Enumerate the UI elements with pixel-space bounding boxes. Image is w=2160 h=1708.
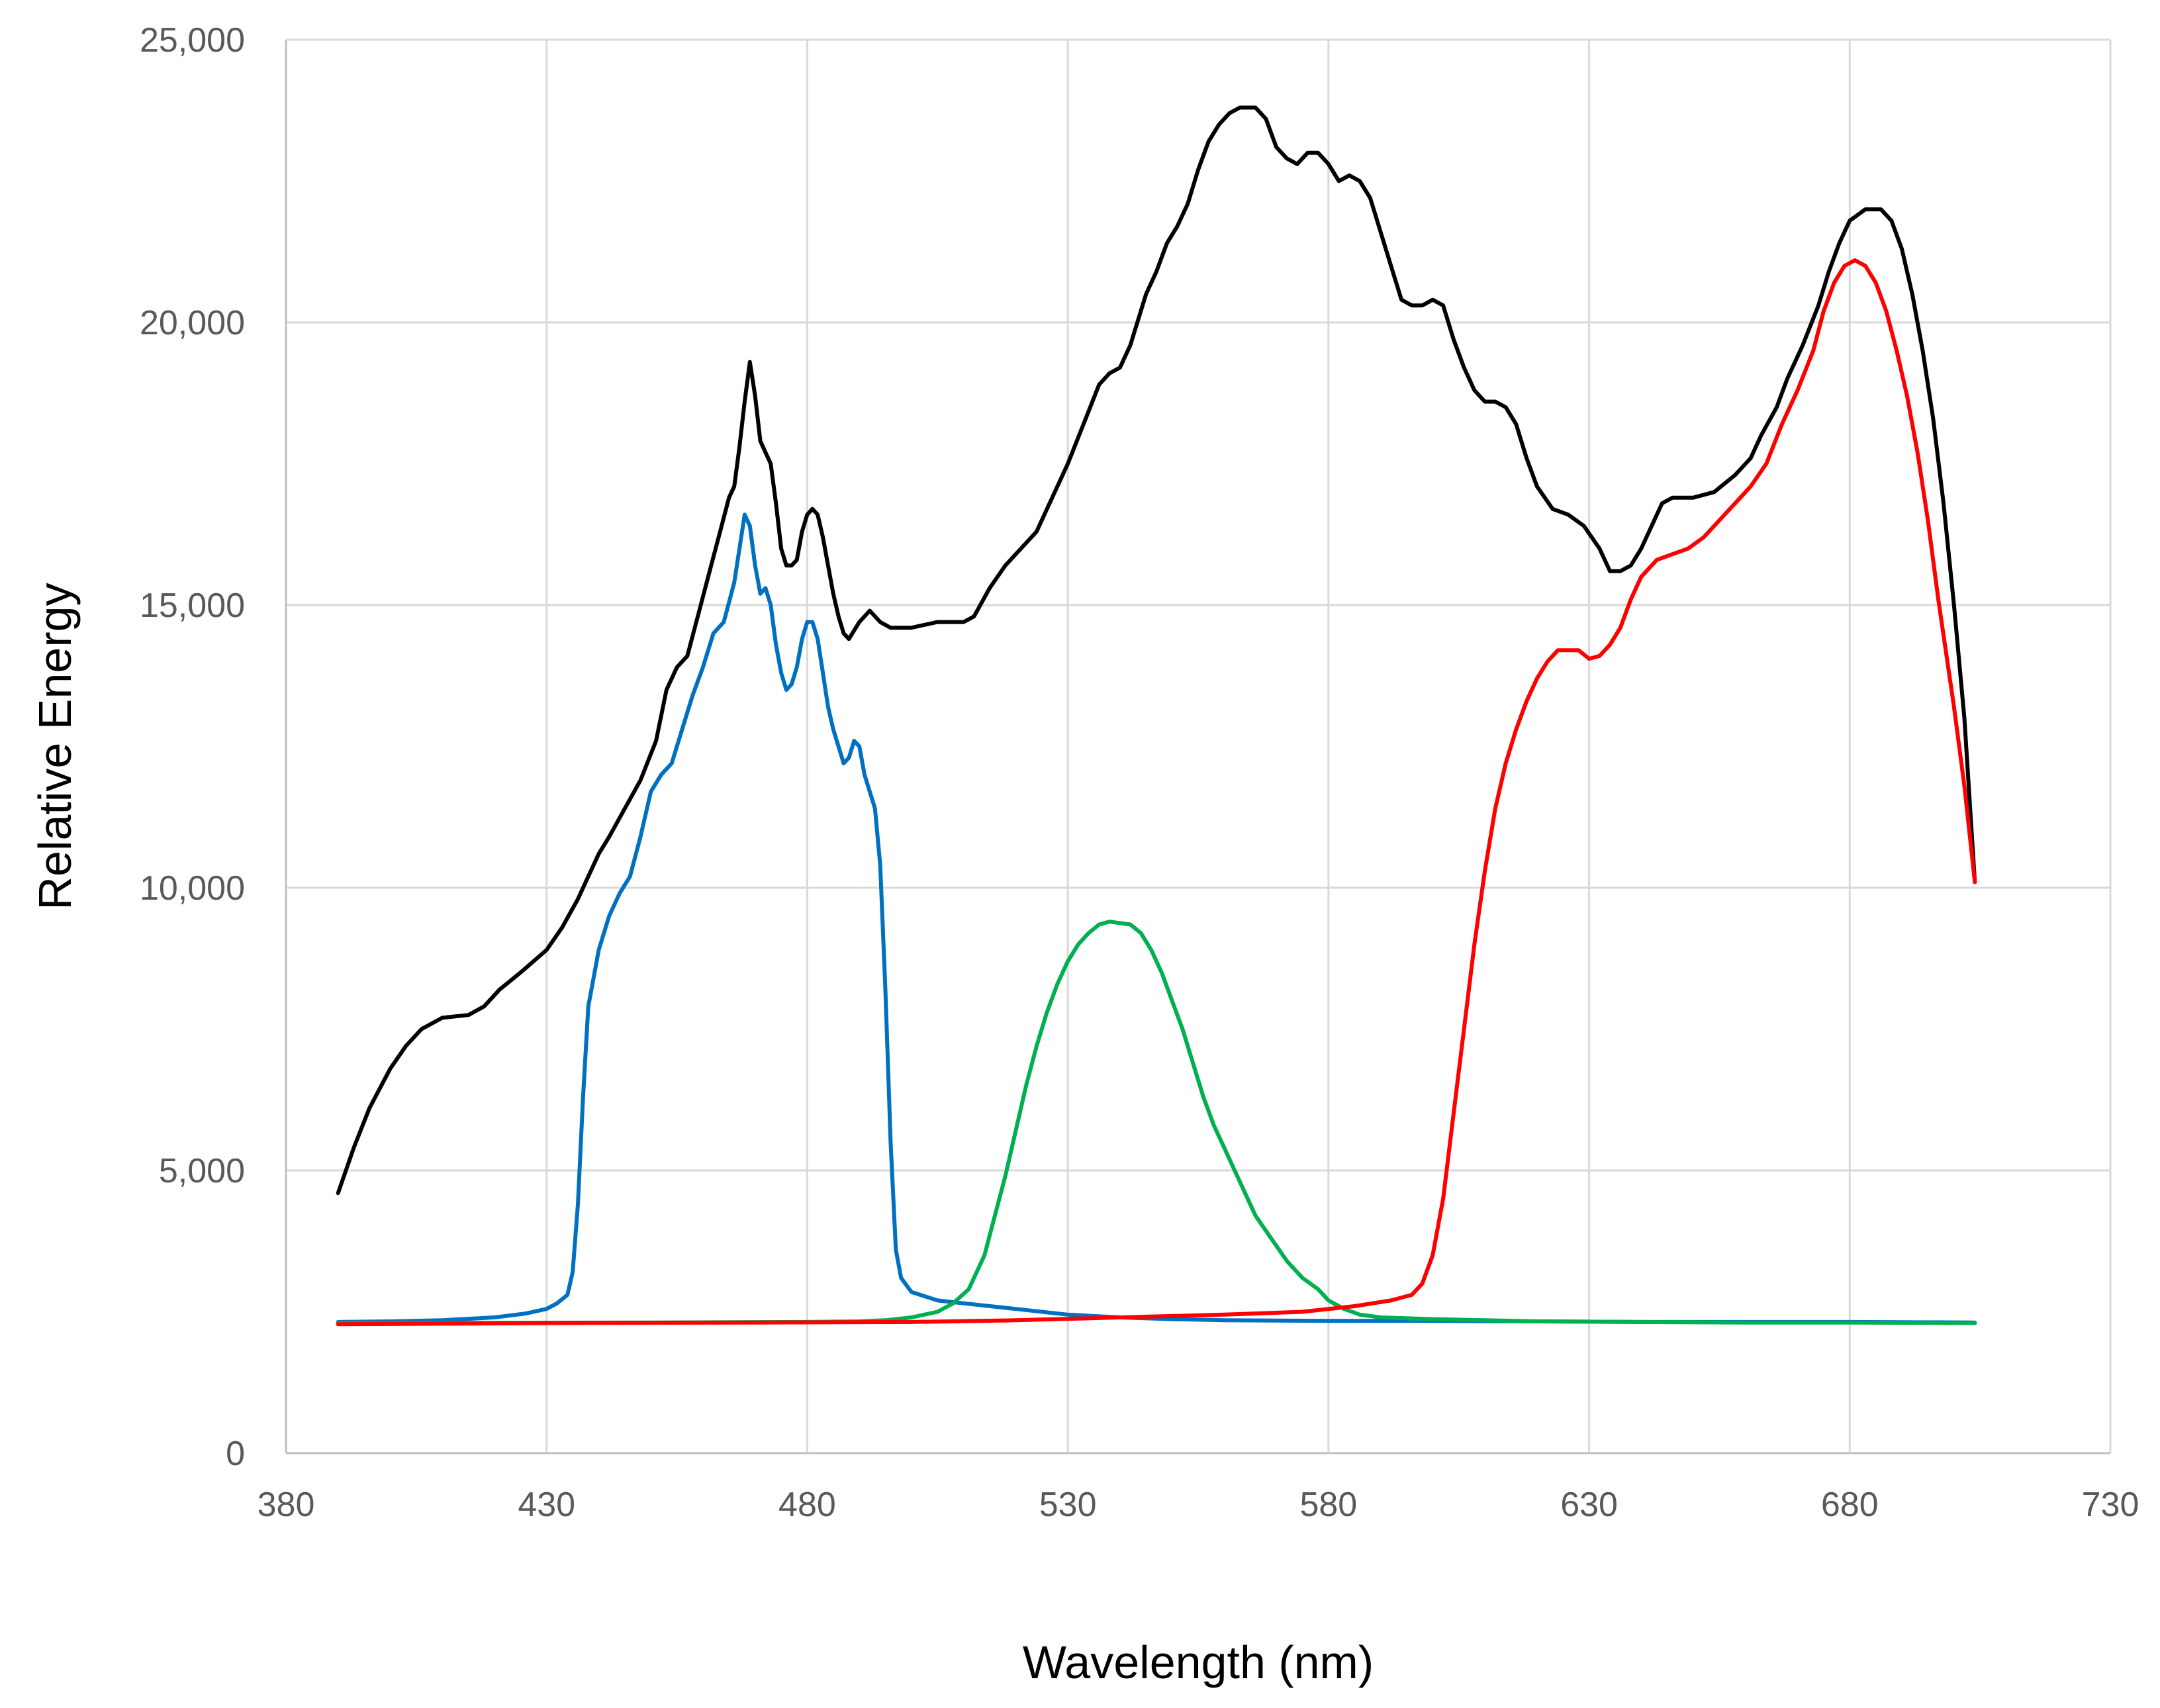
x-axis-title: Wavelength (nm) xyxy=(1023,1637,1374,1688)
y-tick-label: 20,000 xyxy=(140,304,245,342)
plot-area xyxy=(336,105,1977,1327)
x-tick-label: 480 xyxy=(778,1486,836,1524)
x-tick-label: 380 xyxy=(258,1486,315,1524)
x-tick-label: 530 xyxy=(1039,1486,1097,1524)
y-axis-title: Relative Energy xyxy=(29,583,81,910)
series-line-2 xyxy=(336,512,1977,1325)
x-tick-label: 630 xyxy=(1560,1486,1618,1524)
series-line-1 xyxy=(336,105,1977,1196)
series-line-3 xyxy=(336,920,1977,1325)
x-tick-label: 430 xyxy=(518,1486,575,1524)
x-tick-label: 730 xyxy=(2082,1486,2139,1524)
y-tick-label: 25,000 xyxy=(140,21,245,60)
series-line-4 xyxy=(336,258,1977,1327)
y-tick-label: 0 xyxy=(226,1435,245,1473)
grid xyxy=(286,38,2112,1453)
x-tick-label: 680 xyxy=(1821,1486,1879,1524)
y-tick-label: 10,000 xyxy=(140,869,245,908)
y-tick-label: 5,000 xyxy=(159,1152,245,1190)
y-tick-label: 15,000 xyxy=(140,587,245,625)
x-tick-label: 580 xyxy=(1299,1486,1357,1524)
axes xyxy=(285,40,2110,1454)
tick-labels: 0 5,000 10,000 15,000 20,000 25,000 380 430 480 5… xyxy=(140,21,2139,1524)
